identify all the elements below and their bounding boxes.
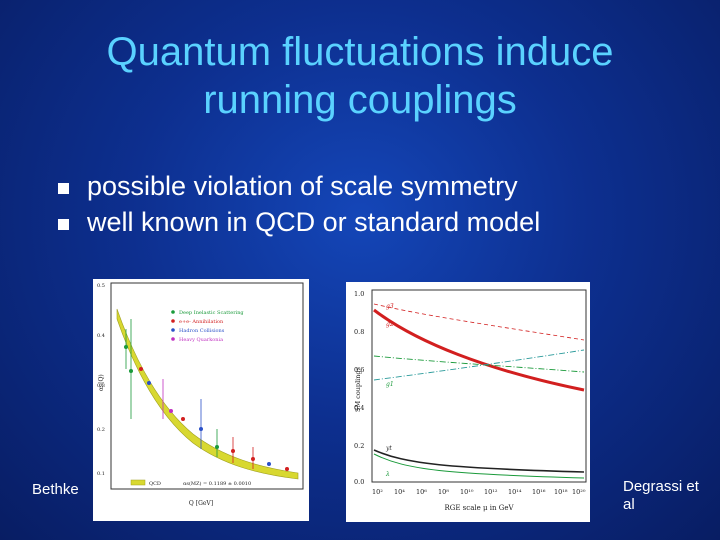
y-tick: 0.1: [97, 471, 105, 477]
y-tick: 0.4: [354, 404, 364, 412]
x-tick: 10¹⁰: [460, 488, 474, 496]
g2-curve: [373, 303, 585, 341]
yt-curve: [373, 449, 585, 473]
x-tick: 10⁸: [438, 488, 449, 496]
y-tick: 0.4: [97, 333, 105, 339]
legend-marker: [171, 319, 175, 323]
y-tick: 0.8: [354, 328, 364, 336]
x-tick: 10¹⁶: [532, 488, 546, 496]
x-tick: 10¹⁴: [508, 488, 522, 496]
credit-bethke: Bethke: [32, 481, 79, 498]
y-tick: 0.2: [97, 427, 105, 433]
title-line-2: running couplings: [203, 78, 517, 122]
legend-label: Hadron Collisions: [179, 328, 225, 334]
y-tick: 0.3: [97, 383, 105, 389]
y-tick: 0.2: [354, 442, 364, 450]
square-bullet-icon: [58, 182, 69, 194]
y-tick: 0.0: [354, 478, 364, 486]
y-tick: 0.6: [354, 366, 364, 374]
legend-label: Heavy Quarkonia: [179, 337, 223, 343]
g1-curve: [373, 349, 585, 381]
fit-result-label: αs(MZ) = 0.1189 ± 0.0010: [183, 480, 251, 487]
measurement-points: [124, 319, 289, 471]
credit-degrassi: Degrassi et al: [623, 478, 699, 513]
curve-label: g1: [386, 381, 394, 388]
qcd-band: [116, 308, 299, 480]
alpha-s-figure: 0.5 0.4 0.3 0.2 0.1 αs(Q) Deep Inelastic…: [93, 279, 309, 521]
g3-curve: [373, 308, 585, 392]
x-tick: 10¹⁸: [554, 488, 568, 496]
bullet-text: possible violation of scale symmetry: [87, 171, 518, 201]
curve-label: g2: [386, 321, 394, 328]
legend-label: Deep Inelastic Scattering: [179, 310, 244, 316]
x-tick: 10⁴: [394, 488, 405, 496]
title-line-1: Quantum fluctuations induce: [106, 30, 614, 74]
curve-label: g3: [386, 303, 394, 310]
bullet-text: well known in QCD or standard model: [87, 207, 541, 237]
curve-label: λ: [385, 471, 390, 478]
x-tick: 10¹²: [484, 488, 498, 496]
sm-couplings-plot: 1.0 0.8 0.6 0.4 0.2 0.0 SM couplings g3 …: [354, 289, 587, 512]
bullet-item: well known in QCD or standard model: [58, 204, 540, 240]
band-legend-label: QCD: [149, 481, 161, 487]
y-tick: 0.5: [97, 283, 105, 289]
legend-marker: [171, 310, 175, 314]
band-legend-swatch: [130, 479, 146, 486]
plot-frame: [371, 289, 587, 483]
lambda-curve: [373, 453, 585, 479]
square-bullet-icon: [58, 218, 69, 230]
legend-marker: [171, 337, 175, 341]
bullet-list: possible violation of scale symmetry wel…: [58, 168, 540, 240]
y-tick: 1.0: [354, 290, 364, 298]
slide-title: Quantum fluctuations induce running coup…: [0, 28, 720, 124]
x-axis-label: RGE scale μ in GeV: [444, 504, 514, 512]
legend-label: e+e- Annihilation: [179, 319, 224, 325]
bullet-item: possible violation of scale symmetry: [58, 168, 540, 204]
g2-green-curve: [373, 355, 585, 373]
y-axis-label: αs(Q): [98, 374, 105, 391]
curve-label: yt: [385, 445, 392, 452]
x-tick: 10²⁰: [572, 488, 586, 496]
sm-couplings-figure: 1.0 0.8 0.6 0.4 0.2 0.0 SM couplings g3 …: [346, 282, 590, 522]
x-tick: 10⁶: [416, 488, 427, 496]
x-axis-label: Q [GeV]: [189, 500, 213, 507]
alpha-s-plot: 0.5 0.4 0.3 0.2 0.1 αs(Q) Deep Inelastic…: [97, 282, 304, 507]
x-tick: 10²: [372, 488, 383, 496]
plot-frame: [110, 282, 304, 490]
legend-marker: [171, 328, 175, 332]
y-axis-label: SM couplings: [354, 367, 362, 412]
